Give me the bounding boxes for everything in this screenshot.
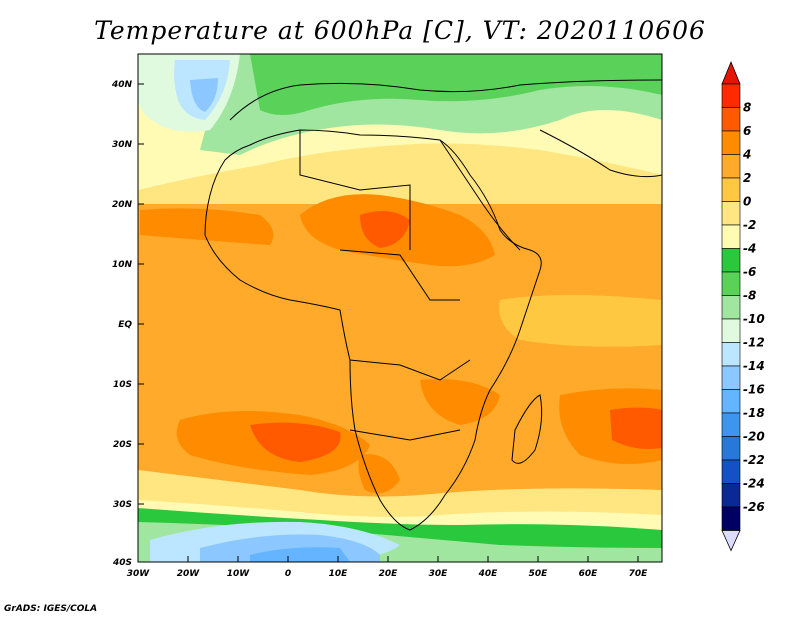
colorbar-swatch [721,342,741,367]
colorbar-swatch [721,154,741,179]
colorbar-label: -16 [743,383,765,397]
colorbar-swatch [721,412,741,437]
colorbar-swatch [721,318,741,343]
colorbar-swatch [721,107,741,132]
lon-tick-label: 70E [629,569,649,579]
map-frame [137,53,663,563]
lon-tick-label: 20E [379,569,399,579]
colorbar-swatch [721,295,741,320]
colorbar-swatch [721,83,741,108]
lon-tick-label: 40E [478,569,499,579]
coastlines [204,79,662,531]
colorbar-label: -14 [743,359,765,373]
colorbar-label: 8 [743,101,751,115]
colorbar-swatch [721,130,741,155]
colorbar-swatch [721,483,741,508]
temperature-field [138,54,662,562]
lat-tick-label: 10N [112,260,133,270]
lon-tick-label: 0 [285,569,291,579]
latitude-ticks: 40N 30N 20N 10N EQ 10S 20S 30S 40S [111,80,144,568]
colorbar-label: 6 [743,124,751,138]
lat-tick-label: 40N [111,80,133,90]
colorbar-label: 2 [743,171,751,185]
lat-tick-label: 10S [113,380,132,390]
lat-tick-label: 20S [113,440,132,450]
colorbar-label: -12 [743,336,765,350]
colorbar-swatch [721,177,741,202]
colorbar-swatch [721,248,741,273]
lat-tick-label: 40S [112,558,132,568]
colorbar-label: -18 [743,406,765,420]
colorbar: 8 6 4 2 0 -2 -4 -6 -8 -10 -12 -14 -16 -18 -20 -22 -24 -26 [721,60,765,552]
colorbar-swatch [721,365,741,390]
lon-tick-label: 30E [429,569,449,579]
colorbar-swatch [721,459,741,484]
lat-tick-label: EQ [118,320,132,330]
colorbar-label: -2 [743,218,756,232]
colorbar-under-triangle [721,530,741,552]
lon-tick-label: 10E [329,569,349,579]
colorbar-label: -22 [743,453,765,467]
lat-tick-label: 30S [113,500,132,510]
lon-tick-label: 60E [579,569,599,579]
colorbar-label: -26 [743,500,765,514]
colorbar-label: 0 [743,195,751,209]
colorbar-label: -10 [743,312,765,326]
colorbar-label: 4 [742,148,751,162]
colorbar-swatch [721,389,741,414]
lon-tick-label: 10W [227,569,251,579]
colorbar-label: -24 [743,477,765,491]
map-title: Temperature at 600hPa [C], VT: 202011060… [94,16,706,45]
lon-tick-label: 50E [529,569,549,579]
colorbar-swatch [721,506,741,531]
colorbar-label: -8 [743,289,756,303]
lat-tick-label: 20N [112,200,133,210]
colorbar-label: -6 [743,265,756,279]
colorbar-label: -4 [743,242,756,256]
lon-tick-label: 20W [177,569,201,579]
colorbar-label: -20 [743,430,765,444]
colorbar-over-triangle [721,60,741,85]
colorbar-swatch [721,436,741,461]
colorbar-swatch [721,224,741,249]
colorbar-swatch [721,201,741,226]
colorbar-swatch [721,271,741,296]
lon-tick-label: 30W [127,569,151,579]
longitude-ticks: 30W 20W 10W 0 10E 20E 30E 40E 50E 60E 70E [127,556,648,579]
lat-tick-label: 30N [112,140,133,150]
temperature-map: 40N 30N 20N 10N EQ 10S 20S 30S 40S 30W 20W 10W 0 10E… [111,53,765,579]
grads-credit: GrADS: IGES/COLA [4,604,98,614]
